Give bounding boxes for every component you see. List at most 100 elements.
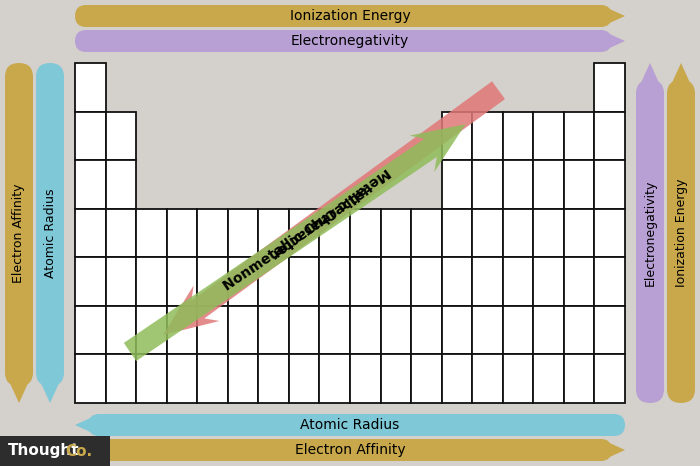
Bar bbox=[564, 160, 594, 209]
Bar bbox=[442, 160, 472, 209]
Bar bbox=[289, 355, 319, 403]
FancyArrow shape bbox=[124, 124, 466, 361]
Bar bbox=[197, 306, 228, 355]
Bar bbox=[228, 306, 258, 355]
Bar bbox=[503, 355, 533, 403]
Bar bbox=[381, 209, 411, 257]
FancyBboxPatch shape bbox=[667, 80, 695, 403]
Polygon shape bbox=[5, 372, 33, 403]
Bar bbox=[75, 160, 106, 209]
Bar bbox=[564, 306, 594, 355]
Text: Electron Affinity: Electron Affinity bbox=[295, 443, 405, 457]
FancyBboxPatch shape bbox=[5, 63, 33, 386]
Bar bbox=[136, 355, 167, 403]
Bar bbox=[106, 355, 136, 403]
Bar bbox=[381, 355, 411, 403]
Bar bbox=[197, 257, 228, 306]
Bar bbox=[594, 209, 625, 257]
Text: Thought: Thought bbox=[8, 444, 80, 459]
Bar bbox=[106, 257, 136, 306]
FancyBboxPatch shape bbox=[88, 414, 625, 436]
Bar bbox=[228, 209, 258, 257]
Bar bbox=[594, 111, 625, 160]
Bar bbox=[473, 111, 503, 160]
Bar bbox=[0, 436, 110, 466]
Bar bbox=[167, 257, 197, 306]
Bar bbox=[350, 209, 381, 257]
Bar bbox=[167, 355, 197, 403]
Bar bbox=[258, 355, 289, 403]
Text: Nonmetallic Character: Nonmetallic Character bbox=[221, 183, 374, 293]
Bar bbox=[564, 355, 594, 403]
Bar bbox=[350, 257, 381, 306]
Bar bbox=[442, 306, 472, 355]
Text: Co.: Co. bbox=[65, 444, 92, 459]
Bar bbox=[473, 160, 503, 209]
Bar bbox=[594, 306, 625, 355]
Bar bbox=[258, 306, 289, 355]
Bar bbox=[381, 257, 411, 306]
Bar bbox=[350, 355, 381, 403]
Bar bbox=[473, 257, 503, 306]
Bar bbox=[319, 209, 350, 257]
Bar bbox=[75, 111, 106, 160]
Bar bbox=[228, 355, 258, 403]
Bar bbox=[106, 160, 136, 209]
Bar bbox=[289, 209, 319, 257]
Bar bbox=[533, 209, 564, 257]
Bar bbox=[442, 111, 472, 160]
Bar bbox=[289, 306, 319, 355]
Bar bbox=[503, 209, 533, 257]
Bar bbox=[258, 257, 289, 306]
Bar bbox=[533, 355, 564, 403]
Bar bbox=[167, 306, 197, 355]
Text: Atomic Radius: Atomic Radius bbox=[300, 418, 400, 432]
FancyBboxPatch shape bbox=[636, 80, 664, 403]
Bar bbox=[258, 209, 289, 257]
Text: Metallic Character: Metallic Character bbox=[269, 164, 393, 260]
Bar bbox=[473, 306, 503, 355]
Bar bbox=[75, 306, 106, 355]
Text: Electronegativity: Electronegativity bbox=[291, 34, 409, 48]
Bar bbox=[136, 306, 167, 355]
Text: Electron Affinity: Electron Affinity bbox=[13, 183, 25, 283]
Bar bbox=[319, 306, 350, 355]
Bar bbox=[533, 160, 564, 209]
Bar bbox=[411, 209, 442, 257]
Bar bbox=[167, 209, 197, 257]
Bar bbox=[75, 355, 106, 403]
Text: Electronegativity: Electronegativity bbox=[643, 180, 657, 286]
Bar bbox=[503, 111, 533, 160]
Bar bbox=[533, 257, 564, 306]
Bar bbox=[442, 257, 472, 306]
FancyBboxPatch shape bbox=[75, 30, 612, 52]
Bar bbox=[136, 257, 167, 306]
Bar bbox=[289, 257, 319, 306]
Bar bbox=[594, 257, 625, 306]
Bar bbox=[594, 355, 625, 403]
Bar bbox=[564, 209, 594, 257]
Bar bbox=[350, 306, 381, 355]
Bar bbox=[197, 209, 228, 257]
Bar bbox=[564, 111, 594, 160]
Polygon shape bbox=[601, 439, 625, 461]
Polygon shape bbox=[636, 63, 664, 94]
Bar bbox=[594, 160, 625, 209]
Bar bbox=[75, 63, 106, 111]
Bar bbox=[319, 257, 350, 306]
Polygon shape bbox=[667, 63, 695, 94]
FancyArrow shape bbox=[163, 81, 505, 335]
FancyBboxPatch shape bbox=[36, 63, 64, 386]
Bar bbox=[533, 306, 564, 355]
Bar bbox=[503, 257, 533, 306]
Bar bbox=[594, 63, 625, 111]
Bar bbox=[473, 355, 503, 403]
Bar bbox=[473, 209, 503, 257]
Bar bbox=[533, 111, 564, 160]
Bar bbox=[442, 355, 472, 403]
Bar bbox=[503, 160, 533, 209]
Bar bbox=[319, 355, 350, 403]
Bar bbox=[442, 209, 472, 257]
Text: Ionization Energy: Ionization Energy bbox=[675, 179, 687, 287]
Text: Ionization Energy: Ionization Energy bbox=[290, 9, 410, 23]
